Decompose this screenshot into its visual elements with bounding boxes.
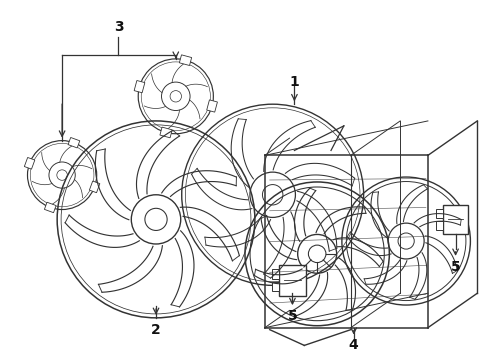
Bar: [68, 138, 80, 148]
Bar: [435, 221, 442, 230]
Bar: [278, 265, 305, 296]
Text: 4: 4: [348, 338, 358, 352]
Text: 3: 3: [113, 21, 123, 35]
Bar: [89, 181, 100, 193]
Bar: [44, 202, 56, 213]
Bar: [24, 157, 35, 169]
Bar: [179, 55, 191, 66]
Bar: [271, 269, 278, 279]
Bar: [134, 81, 144, 93]
Bar: [435, 209, 442, 218]
Bar: [442, 204, 468, 234]
Text: 2: 2: [151, 323, 161, 337]
Text: 1: 1: [289, 75, 299, 89]
Bar: [160, 127, 172, 138]
Text: 5: 5: [450, 260, 460, 274]
Bar: [271, 282, 278, 292]
Bar: [206, 100, 217, 112]
Text: 5: 5: [287, 309, 297, 323]
